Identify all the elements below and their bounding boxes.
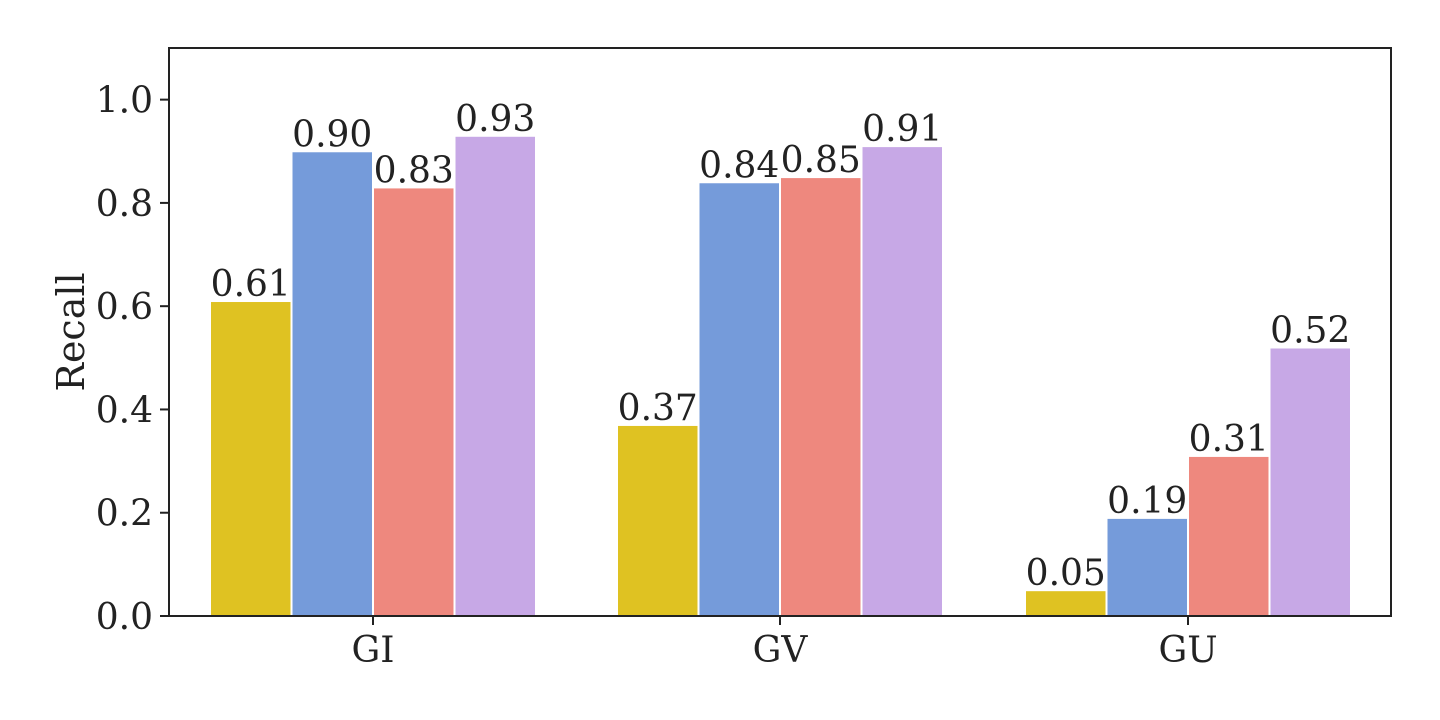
- data-label-gu-series-1: 0.05: [1026, 553, 1106, 594]
- x-axis: GI GV GU: [352, 616, 1218, 671]
- data-label-gi-series-1: 0.61: [211, 264, 291, 305]
- y-tick-label: 0.0: [96, 597, 153, 638]
- data-label-gu-series-2: 0.19: [1107, 481, 1187, 522]
- bar-gi-series-2: [290, 150, 374, 617]
- y-tick-label: 0.4: [96, 390, 153, 431]
- bar-gv-series-1: [616, 423, 700, 618]
- x-tick-label-gi: GI: [352, 630, 395, 671]
- data-label-gv-series-4: 0.91: [862, 109, 942, 150]
- data-label-gi-series-3: 0.83: [374, 150, 454, 191]
- data-label-gv-series-3: 0.85: [781, 140, 861, 181]
- bar-gv-series-4: [860, 145, 944, 617]
- y-tick-label: 0.6: [96, 287, 153, 328]
- data-label-gu-series-4: 0.52: [1270, 310, 1350, 351]
- bar-gu-series-4: [1268, 346, 1352, 617]
- bar-gu-series-3: [1187, 454, 1271, 617]
- data-label-gu-series-3: 0.31: [1189, 419, 1269, 460]
- x-tick-label-gv: GV: [753, 630, 809, 671]
- bar-gu-series-2: [1105, 516, 1189, 618]
- bar-gi-series-4: [453, 134, 537, 617]
- y-tick-label: 0.8: [96, 184, 153, 225]
- bars-layer: [209, 134, 1352, 618]
- data-labels-layer: 0.61 0.37 0.05 0.90 0.84 0.19 0.83 0.85 0.31 0.93…: [211, 99, 1351, 594]
- x-tick-label-gu: GU: [1158, 630, 1217, 671]
- data-label-gv-series-1: 0.37: [618, 388, 698, 429]
- y-tick-label: 1.0: [96, 81, 153, 122]
- data-label-gi-series-4: 0.93: [455, 99, 535, 140]
- data-label-gi-series-2: 0.90: [292, 114, 372, 155]
- y-axis: 0.0 0.2 0.4 0.6 0.8 1.0: [96, 81, 169, 638]
- bar-gv-series-3: [779, 176, 863, 617]
- y-axis-title: Recall: [49, 272, 93, 391]
- y-tick-label: 0.2: [96, 494, 153, 535]
- bar-gi-series-3: [372, 186, 456, 617]
- data-label-gv-series-2: 0.84: [699, 145, 779, 186]
- bar-gv-series-2: [697, 181, 781, 617]
- bar-gi-series-1: [209, 300, 293, 617]
